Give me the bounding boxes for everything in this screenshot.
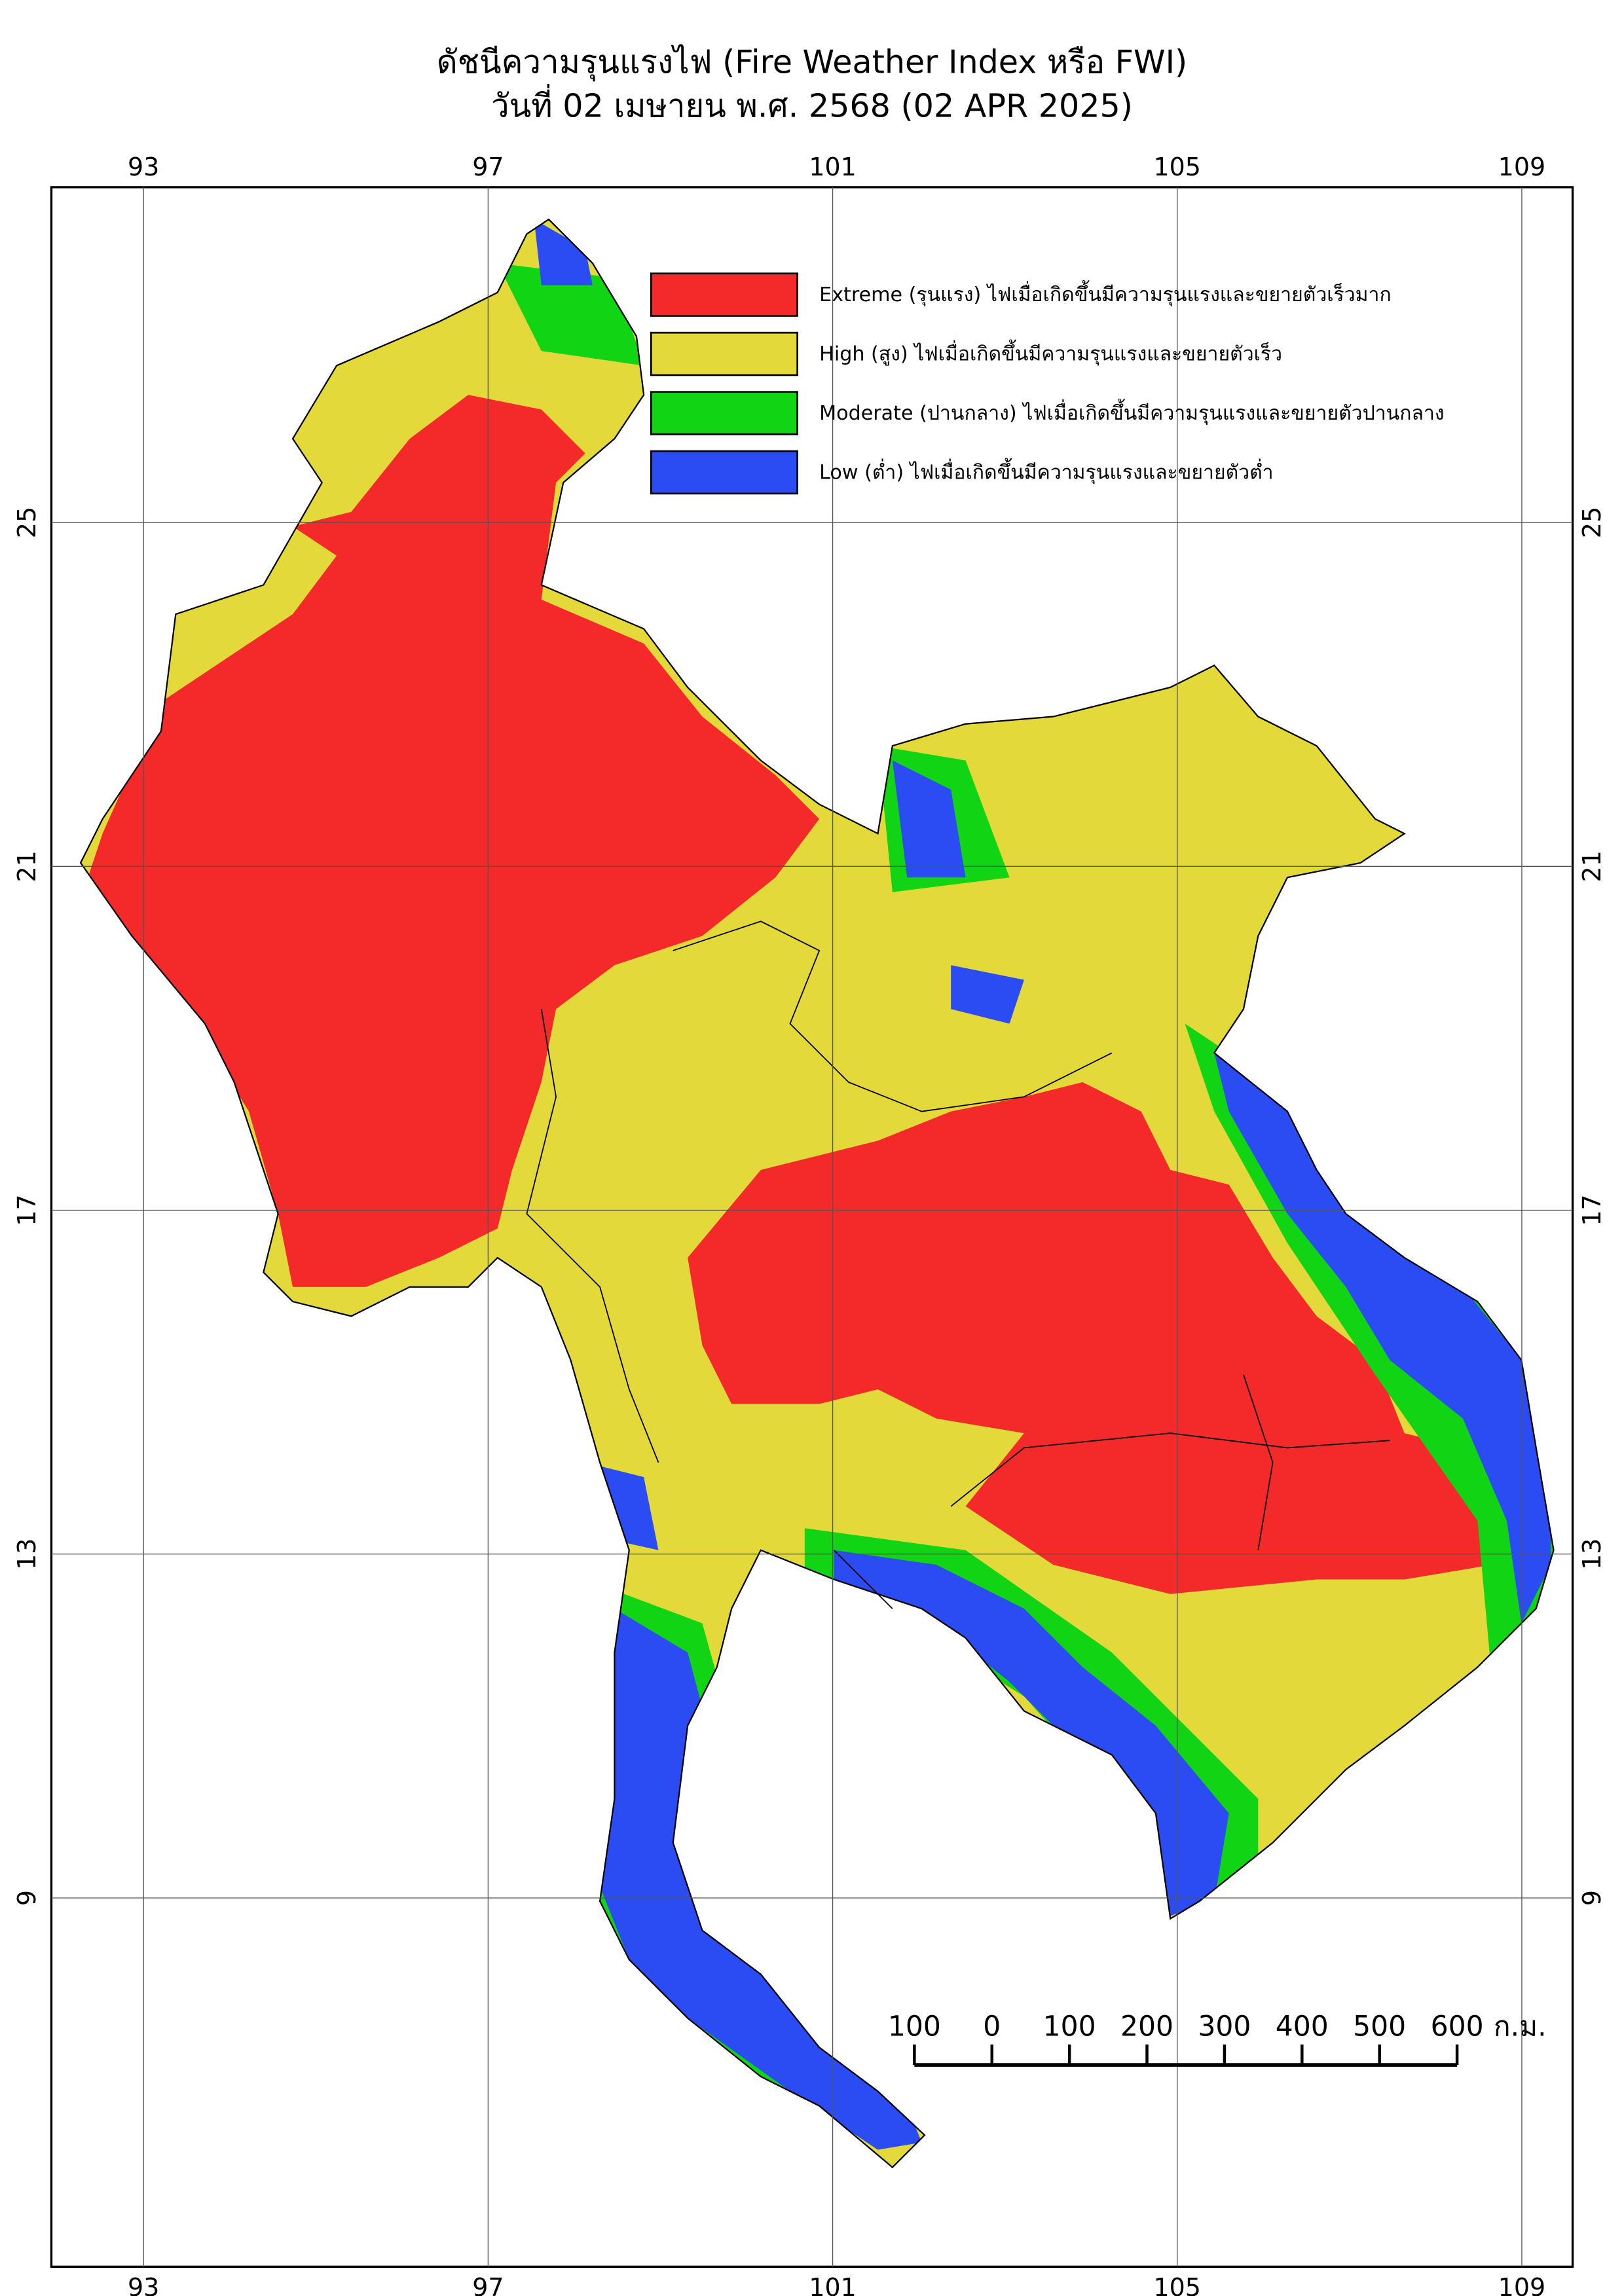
legend-label: High (สูง) ไฟเมื่อเกิดขึ้นมีความรุนแรงแล… [819,340,1282,367]
scale-bar-label: 100 [1043,2011,1096,2043]
scale-bar-label: 100 [888,2011,941,2043]
fwi-extreme-area [88,395,820,1287]
fwi-low-area [534,219,1551,2150]
legend-swatch [650,272,799,317]
lon-tick-label: 109 [1498,2273,1545,2296]
lat-tick-label: 13 [1578,1539,1606,1570]
lon-tick-label: 97 [472,2273,504,2296]
lon-tick-label: 97 [472,153,504,181]
scale-bar-label: 300 [1198,2011,1251,2043]
lat-tick-label: 21 [1578,850,1606,882]
legend-swatch [650,450,799,495]
lon-tick-label: 105 [1154,153,1201,181]
map-subtitle: วันที่ 02 เมษายน พ.ศ. 2568 (02 APR 2025) [491,84,1133,125]
map-title: ดัชนีความรุนแรงไฟ (Fire Weather Index หร… [437,43,1187,82]
lon-tick-label: 101 [809,2273,856,2296]
legend: Extreme (รุนแรง) ไฟเมื่อเกิดขึ้นมีความรุ… [650,272,1445,495]
lat-tick-label: 25 [12,507,41,538]
scale-bar-label: 400 [1276,2011,1329,2043]
legend-swatch [650,331,799,376]
lon-tick-label: 109 [1498,153,1545,181]
legend-label: Moderate (ปานกลาง) ไฟเมื่อเกิดขึ้นมีความ… [819,399,1444,426]
lat-tick-label: 17 [1578,1194,1606,1226]
lat-tick-label: 9 [1578,1890,1606,1906]
scale-bar-unit: ก.ม. [1494,2011,1547,2043]
lon-tick-label: 93 [128,2273,159,2296]
scale-bar-label: 500 [1353,2011,1406,2043]
lat-tick-label: 17 [12,1194,41,1226]
scale-bar-label: 200 [1120,2011,1173,2043]
legend-label: Extreme (รุนแรง) ไฟเมื่อเกิดขึ้นมีความรุ… [819,280,1392,307]
lat-tick-label: 21 [12,850,41,882]
country-border [526,920,1390,1609]
legend-label: Low (ต่ำ) ไฟเมื่อเกิดขึ้นมีความรุนแรงและ… [819,458,1273,485]
lon-tick-label: 105 [1154,2273,1201,2296]
scale-bar-label: 0 [983,2011,1001,2043]
lat-tick-label: 25 [1578,507,1606,538]
lon-tick-label: 101 [809,153,856,181]
scale-bar: 100 0 100 200 300 400 500 600 ก.ม. [888,2011,1547,2067]
lat-tick-label: 13 [12,1539,41,1570]
scale-bar-label: 600 [1431,2011,1484,2043]
graticule: 93 93 97 97 101 101 105 105 109 109 25 25 21 21 17 17 13… [12,153,1606,2296]
lat-tick-label: 9 [12,1890,41,1906]
legend-swatch [650,391,799,435]
lon-tick-label: 93 [128,153,159,181]
